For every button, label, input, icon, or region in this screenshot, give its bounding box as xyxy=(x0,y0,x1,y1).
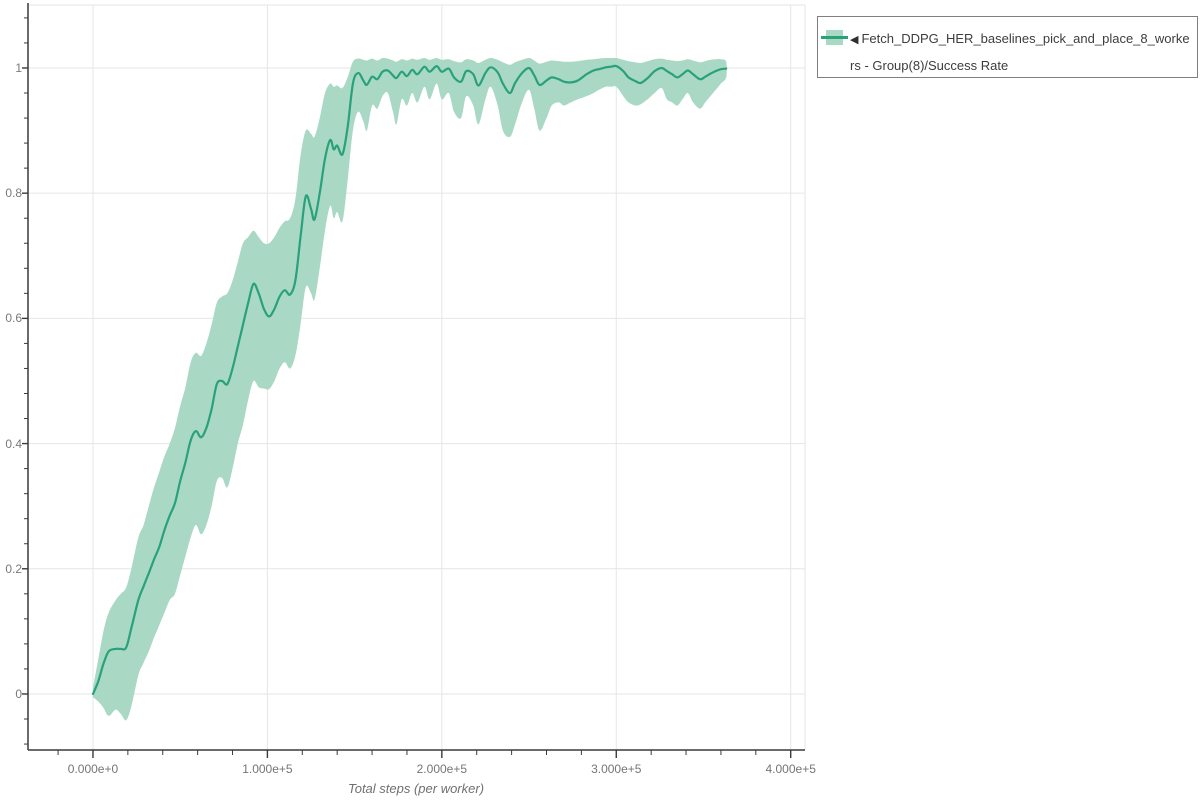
legend-swatch-band-line-icon xyxy=(821,29,848,46)
legend-label: Fetch_DDPG_HER_baselines_pick_and_place_… xyxy=(850,31,1190,73)
legend-item[interactable]: ◀ Fetch_DDPG_HER_baselines_pick_and_place… xyxy=(818,17,1197,79)
legend-text: ◀ Fetch_DDPG_HER_baselines_pick_and_place… xyxy=(850,26,1192,79)
series-line-swatch xyxy=(821,36,848,39)
success-rate-confidence-band xyxy=(93,57,727,721)
legend-collapse-icon[interactable]: ◀ xyxy=(850,34,859,46)
success-rate-line xyxy=(91,64,728,696)
legend: ◀ Fetch_DDPG_HER_baselines_pick_and_place… xyxy=(817,16,1198,78)
